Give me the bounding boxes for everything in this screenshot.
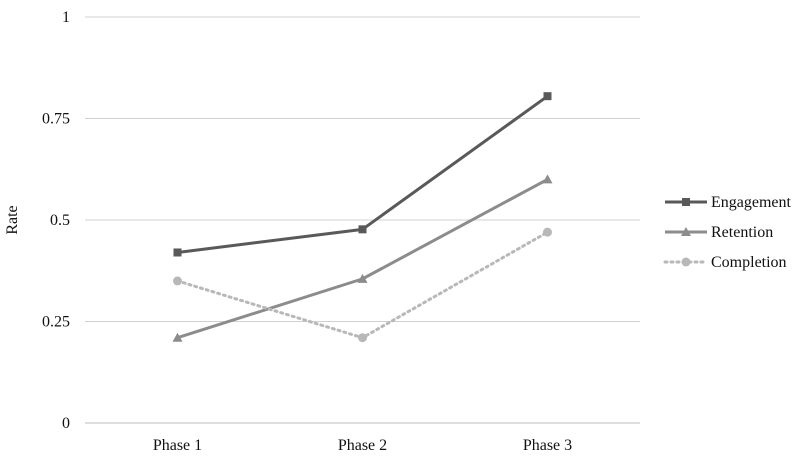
gridlines <box>85 16 640 424</box>
series-completion <box>173 227 552 343</box>
x-tick-label: Phase 1 <box>153 437 202 454</box>
legend-marker-triangle <box>681 227 691 236</box>
data-point-square <box>358 225 367 234</box>
legend-label: Completion <box>711 254 787 271</box>
series-lines <box>172 92 553 343</box>
legend-marker-circle <box>681 257 691 267</box>
data-point-circle <box>358 333 367 343</box>
y-tick-label: 0 <box>62 415 70 432</box>
data-point-circle <box>173 276 182 286</box>
series-retention <box>172 174 553 342</box>
x-axis-ticks: Phase 1 Phase 2 Phase 3 <box>153 437 572 454</box>
data-point-square <box>173 248 182 257</box>
legend-item-completion: Completion <box>663 254 787 271</box>
x-tick-label: Phase 3 <box>523 437 572 454</box>
data-point-triangle <box>542 174 553 184</box>
legend: Engagement Retention Completion <box>663 194 792 271</box>
x-tick-label: Phase 2 <box>338 437 387 454</box>
series-line-retention <box>177 178 549 340</box>
legend-label: Engagement <box>711 194 792 211</box>
y-tick-label: 1 <box>62 9 70 26</box>
legend-item-engagement: Engagement <box>665 194 792 211</box>
y-axis-title: Rate <box>4 205 21 234</box>
data-point-square <box>543 92 552 101</box>
data-point-circle <box>543 227 552 237</box>
data-point-triangle <box>357 273 368 283</box>
series-engagement <box>173 92 552 257</box>
legend-item-retention: Retention <box>665 224 773 241</box>
y-axis-ticks: 0 0.25 0.5 0.75 1 <box>42 9 70 432</box>
legend-label: Retention <box>711 224 773 241</box>
y-tick-label: 0.5 <box>50 212 70 229</box>
y-tick-label: 0.75 <box>42 111 70 128</box>
legend-marker-square <box>682 198 690 206</box>
data-point-triangle <box>172 332 183 342</box>
y-tick-label: 0.25 <box>42 314 70 331</box>
